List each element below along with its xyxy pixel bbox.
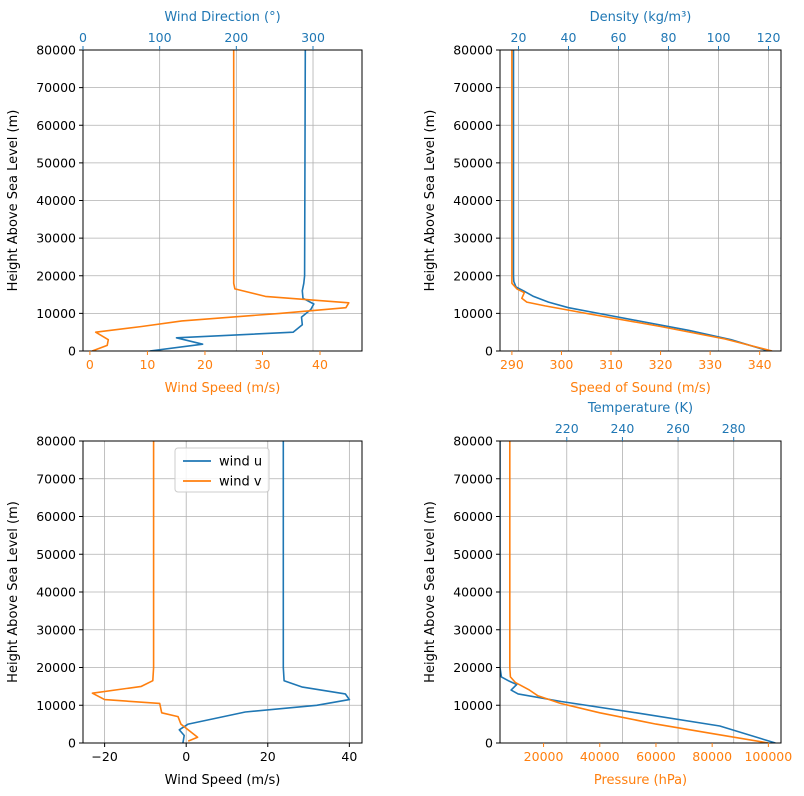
y-tick-label: 50000 bbox=[453, 155, 493, 170]
y-tick-label: 10000 bbox=[453, 698, 493, 713]
y-tick-label: 70000 bbox=[453, 80, 493, 95]
y-tick-label: 20000 bbox=[453, 268, 493, 283]
y-tick-label: 0 bbox=[68, 736, 76, 751]
y-tick-label: 10000 bbox=[36, 698, 76, 713]
x-tick-label: 100000 bbox=[744, 749, 792, 764]
top-axis-label: Wind Direction (°) bbox=[164, 10, 280, 25]
top-tick-label: 120 bbox=[757, 30, 781, 45]
y-tick-label: 70000 bbox=[36, 80, 76, 95]
x-tick-label: 290 bbox=[500, 357, 524, 372]
chart-wind-speed-direction: 0100002000030000400005000060000700008000… bbox=[6, 10, 363, 396]
y-tick-label: 60000 bbox=[36, 509, 76, 524]
y-tick-label: 50000 bbox=[453, 547, 493, 562]
y-tick-label: 40000 bbox=[453, 585, 493, 600]
y-tick-label: 20000 bbox=[453, 660, 493, 675]
x-tick-label: 0 bbox=[182, 749, 190, 764]
x-tick-label: 40000 bbox=[580, 749, 620, 764]
legend-label: wind u bbox=[219, 455, 262, 470]
top-tick-label: 0 bbox=[79, 30, 87, 45]
chart-wind-components: 0 10000 20000 30000 40000 50000 60000 70000 8000… bbox=[6, 434, 363, 788]
y-tick-label: 50000 bbox=[36, 547, 76, 562]
y-axis-label: Height Above Sea Level (m) bbox=[6, 110, 21, 292]
series-line-orange bbox=[91, 441, 199, 742]
y-tick-label: 30000 bbox=[453, 231, 493, 246]
top-tick-label: 20 bbox=[511, 30, 527, 45]
top-tick-label: 280 bbox=[722, 421, 746, 436]
series-line-orange bbox=[508, 441, 769, 743]
series-line-blue bbox=[500, 441, 776, 743]
x-tick-label: 60000 bbox=[636, 749, 676, 764]
x-tick-label: 300 bbox=[550, 357, 574, 372]
top-tick-label: 40 bbox=[561, 30, 577, 45]
top-tick-label: 240 bbox=[610, 421, 634, 436]
x-tick-label: 80000 bbox=[692, 749, 732, 764]
y-tick-label: 20000 bbox=[36, 660, 76, 675]
x-axis-label: Pressure (hPa) bbox=[594, 773, 687, 788]
series-line-blue bbox=[512, 50, 769, 351]
y-tick-label: 30000 bbox=[36, 622, 76, 637]
y-tick-label: 60000 bbox=[453, 118, 493, 133]
x-tick-label: 40 bbox=[312, 357, 328, 372]
x-tick-label: −20 bbox=[91, 749, 117, 764]
y-tick-label: 10000 bbox=[36, 306, 76, 321]
series-line-orange bbox=[511, 50, 773, 351]
y-tick-label: 0 bbox=[485, 736, 493, 751]
x-tick-label: 0 bbox=[86, 357, 94, 372]
legend-label: wind v bbox=[219, 475, 262, 490]
top-axis-label: Temperature (K) bbox=[587, 401, 693, 416]
y-tick-label: 40000 bbox=[453, 193, 493, 208]
y-tick-label: 60000 bbox=[36, 118, 76, 133]
y-tick-label: 60000 bbox=[453, 509, 493, 524]
top-tick-label: 100 bbox=[148, 30, 172, 45]
x-tick-label: 40 bbox=[341, 749, 357, 764]
x-tick-label: 20 bbox=[260, 749, 276, 764]
series-line-blue bbox=[149, 50, 315, 351]
top-tick-label: 300 bbox=[301, 30, 325, 45]
y-tick-label: 80000 bbox=[453, 434, 493, 449]
x-axis-label: Wind Speed (m/s) bbox=[165, 381, 281, 396]
x-axis-label: Speed of Sound (m/s) bbox=[570, 381, 711, 396]
y-tick-label: 30000 bbox=[36, 231, 76, 246]
y-tick-label: 70000 bbox=[453, 471, 493, 486]
y-tick-label: 80000 bbox=[36, 434, 76, 449]
y-tick-label: 10000 bbox=[453, 306, 493, 321]
x-tick-label: 20000 bbox=[524, 749, 564, 764]
top-tick-label: 220 bbox=[555, 421, 579, 436]
x-tick-label: 30 bbox=[255, 357, 271, 372]
x-tick-label: 10 bbox=[139, 357, 155, 372]
top-tick-label: 100 bbox=[707, 30, 731, 45]
top-tick-label: 260 bbox=[666, 421, 690, 436]
y-tick-label: 30000 bbox=[453, 622, 493, 637]
chart-pressure-temperature: 0 10000 20000 30000 40000 50000 60000 70000 8000… bbox=[423, 401, 792, 788]
x-tick-label: 340 bbox=[748, 357, 772, 372]
top-tick-label: 60 bbox=[611, 30, 627, 45]
series-line-blue bbox=[178, 441, 351, 743]
x-tick-label: 320 bbox=[649, 357, 673, 372]
y-tick-label: 0 bbox=[68, 344, 76, 359]
top-axis-label: Density (kg/m³) bbox=[590, 10, 692, 25]
chart-speed-of-sound-density: 0 10000 20000 30000 40000 50000 60000 70000 8000… bbox=[423, 10, 782, 396]
x-tick-label: 310 bbox=[599, 357, 623, 372]
y-axis-label: Height Above Sea Level (m) bbox=[6, 501, 21, 683]
x-tick-label: 20 bbox=[197, 357, 213, 372]
series-line-orange bbox=[91, 50, 350, 351]
y-tick-label: 80000 bbox=[36, 43, 76, 58]
x-tick-label: 330 bbox=[698, 357, 722, 372]
y-tick-label: 40000 bbox=[36, 585, 76, 600]
y-axis-label: Height Above Sea Level (m) bbox=[423, 110, 438, 292]
y-tick-label: 20000 bbox=[36, 268, 76, 283]
y-tick-label: 80000 bbox=[453, 43, 493, 58]
x-axis-label: Wind Speed (m/s) bbox=[165, 773, 281, 788]
y-tick-label: 70000 bbox=[36, 471, 76, 486]
top-tick-label: 80 bbox=[661, 30, 677, 45]
y-tick-label: 50000 bbox=[36, 155, 76, 170]
y-tick-label: 0 bbox=[485, 344, 493, 359]
legend: wind u wind v bbox=[174, 447, 270, 493]
top-tick-label: 200 bbox=[224, 30, 248, 45]
y-axis-label: Height Above Sea Level (m) bbox=[423, 501, 438, 683]
y-tick-label: 40000 bbox=[36, 193, 76, 208]
